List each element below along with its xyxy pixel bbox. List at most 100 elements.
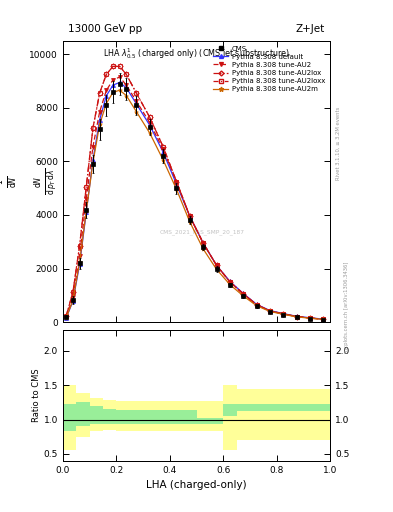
Pythia 8.308 tune-AU2m [77,259,82,265]
Pythia 8.308 tune-AU2lox [201,240,206,246]
Pythia 8.308 tune-AU2lox [321,316,326,323]
Pythia 8.308 tune-AU2loxx [187,213,192,219]
Pythia 8.308 tune-AU2loxx [214,262,219,268]
Pythia 8.308 tune-AU2loxx [71,289,75,295]
Pythia 8.308 tune-AU2 [174,179,179,185]
Pythia 8.308 tune-AU2 [294,313,299,319]
Pythia 8.308 tune-AU2lox [241,291,246,297]
Pythia 8.308 tune-AU2 [97,109,102,115]
Pythia 8.308 tune-AU2lox [71,289,75,295]
Pythia 8.308 default [111,82,116,88]
Pythia 8.308 tune-AU2lox [91,125,95,131]
Y-axis label: $\mathit{1}$
$\overline{\mathrm{d}N}$

$\mathrm{d}N$
$\overline{\mathrm{d}\,p_T\: $\mathit{1}$ $\overline{\mathrm{d}N}$ $\… [0,168,59,195]
Pythia 8.308 tune-AU2loxx [228,279,232,285]
Pythia 8.308 tune-AU2 [118,74,122,80]
Pythia 8.308 tune-AU2lox [294,313,299,319]
Pythia 8.308 tune-AU2loxx [124,71,129,77]
Pythia 8.308 default [147,122,152,129]
Pythia 8.308 tune-AU2lox [254,302,259,308]
Pythia 8.308 default [214,262,219,268]
Pythia 8.308 default [104,93,108,99]
Pythia 8.308 tune-AU2loxx [97,90,102,96]
Text: Z+Jet: Z+Jet [296,24,325,34]
Pythia 8.308 tune-AU2loxx [308,315,312,321]
Pythia 8.308 tune-AU2loxx [268,308,272,314]
Pythia 8.308 tune-AU2loxx [174,179,179,185]
Pythia 8.308 tune-AU2m [97,121,102,127]
Pythia 8.308 tune-AU2m [201,246,206,252]
Pythia 8.308 default [71,298,75,304]
Pythia 8.308 tune-AU2 [187,213,192,219]
Text: LHA $\lambda^{1}_{0.5}$ (charged only) (CMS jet substructure): LHA $\lambda^{1}_{0.5}$ (charged only) (… [103,47,290,61]
Pythia 8.308 tune-AU2m [161,157,165,163]
Pythia 8.308 tune-AU2lox [281,311,286,317]
Pythia 8.308 default [254,302,259,308]
Pythia 8.308 default [268,308,272,314]
Pythia 8.308 tune-AU2m [71,297,75,304]
Pythia 8.308 tune-AU2 [214,262,219,268]
Pythia 8.308 tune-AU2m [84,208,89,214]
Pythia 8.308 tune-AU2 [134,98,139,104]
Pythia 8.308 tune-AU2 [91,144,95,150]
Pythia 8.308 tune-AU2loxx [111,63,116,70]
Pythia 8.308 tune-AU2m [134,109,139,115]
Pythia 8.308 default [97,117,102,123]
Pythia 8.308 tune-AU2 [241,291,246,297]
Pythia 8.308 tune-AU2 [84,196,89,202]
Pythia 8.308 default [64,315,69,321]
Pythia 8.308 tune-AU2m [124,93,129,99]
Pythia 8.308 tune-AU2lox [161,144,165,150]
Line: Pythia 8.308 tune-AU2m: Pythia 8.308 tune-AU2m [64,88,325,322]
Text: Rivet 3.1.10, ≥ 3.2M events: Rivet 3.1.10, ≥ 3.2M events [336,106,341,180]
Pythia 8.308 tune-AU2lox [97,90,102,96]
Pythia 8.308 tune-AU2lox [174,179,179,185]
Pythia 8.308 tune-AU2loxx [118,63,122,70]
Pythia 8.308 tune-AU2lox [77,243,82,249]
Pythia 8.308 default [84,209,89,216]
Pythia 8.308 tune-AU2m [321,316,326,323]
Pythia 8.308 tune-AU2lox [64,313,69,319]
Pythia 8.308 tune-AU2m [91,159,95,165]
Pythia 8.308 default [294,313,299,319]
Line: Pythia 8.308 tune-AU2: Pythia 8.308 tune-AU2 [64,75,325,321]
Pythia 8.308 tune-AU2lox [268,308,272,314]
Pythia 8.308 default [91,157,95,163]
Pythia 8.308 default [241,290,246,296]
Legend: CMS, Pythia 8.308 default, Pythia 8.308 tune-AU2, Pythia 8.308 tune-AU2lox, Pyth: CMS, Pythia 8.308 default, Pythia 8.308 … [210,43,328,95]
Pythia 8.308 default [187,213,192,219]
Pythia 8.308 default [281,311,286,317]
Pythia 8.308 tune-AU2m [174,186,179,193]
Pythia 8.308 default [174,181,179,187]
Pythia 8.308 default [124,85,129,91]
Pythia 8.308 tune-AU2lox [111,63,116,70]
Pythia 8.308 tune-AU2loxx [161,144,165,150]
Pythia 8.308 default [161,149,165,155]
Pythia 8.308 tune-AU2m [241,293,246,299]
Pythia 8.308 tune-AU2 [147,119,152,125]
Pythia 8.308 default [77,262,82,268]
Pythia 8.308 tune-AU2m [294,314,299,320]
Pythia 8.308 tune-AU2loxx [77,243,82,249]
Pythia 8.308 tune-AU2 [228,279,232,285]
Pythia 8.308 default [134,101,139,107]
Pythia 8.308 tune-AU2 [77,253,82,260]
Line: Pythia 8.308 default: Pythia 8.308 default [64,80,325,321]
Pythia 8.308 tune-AU2loxx [241,291,246,297]
Pythia 8.308 tune-AU2lox [84,184,89,190]
Pythia 8.308 tune-AU2 [281,311,286,317]
Pythia 8.308 tune-AU2 [308,315,312,321]
Pythia 8.308 tune-AU2lox [214,262,219,268]
Pythia 8.308 tune-AU2loxx [321,316,326,323]
Pythia 8.308 tune-AU2loxx [134,90,139,96]
Pythia 8.308 tune-AU2lox [187,213,192,219]
Pythia 8.308 tune-AU2loxx [84,184,89,190]
Pythia 8.308 default [228,279,232,285]
Text: 13000 GeV pp: 13000 GeV pp [68,24,142,34]
Pythia 8.308 tune-AU2lox [104,71,108,77]
Pythia 8.308 tune-AU2m [281,311,286,317]
Pythia 8.308 default [321,316,326,322]
Pythia 8.308 tune-AU2loxx [254,302,259,308]
Pythia 8.308 tune-AU2m [64,314,69,321]
Pythia 8.308 tune-AU2 [71,294,75,301]
Pythia 8.308 tune-AU2loxx [64,313,69,319]
